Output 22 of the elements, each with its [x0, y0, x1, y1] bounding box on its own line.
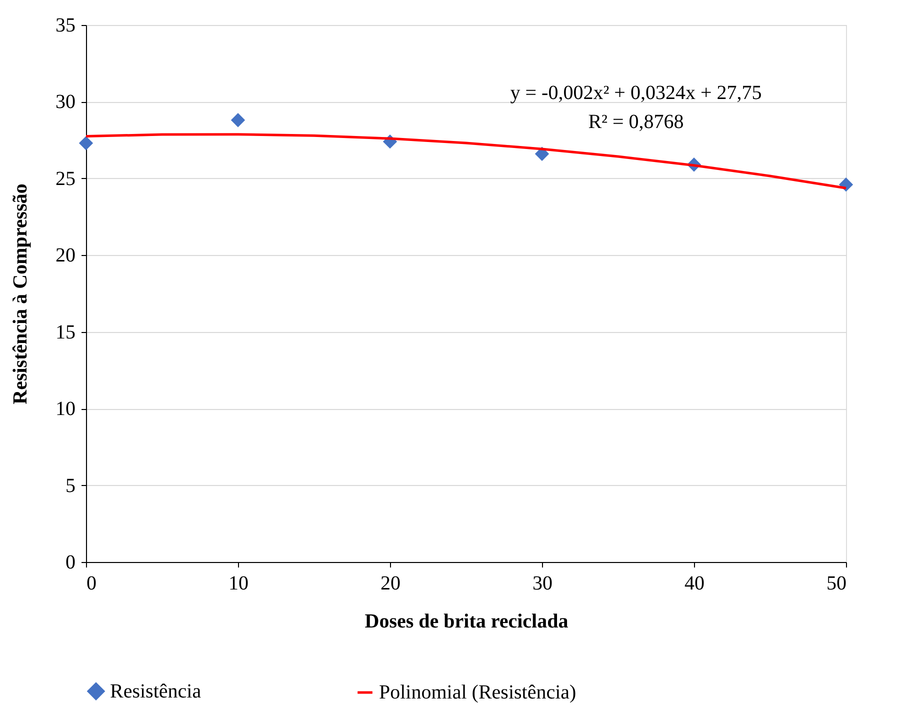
x-axis-title: Doses de brita reciclada: [364, 610, 568, 632]
x-tick-label: 0: [86, 572, 96, 594]
y-tick-label: 10: [56, 398, 76, 420]
x-tick-label: 40: [684, 572, 704, 594]
legend-label: Polinomial (Resistência): [379, 682, 576, 704]
y-tick-label: 15: [56, 321, 76, 344]
x-tick-label: 30: [532, 572, 552, 594]
y-tick-label: 35: [56, 14, 76, 36]
legend-label: Resistência: [110, 680, 202, 702]
y-tick-label: 25: [56, 168, 76, 190]
y-tick-label: 30: [56, 91, 76, 114]
y-axis-title: Resistência à Compressão: [10, 184, 32, 404]
x-tick-label: 10: [228, 572, 248, 594]
y-tick-label: 0: [66, 552, 76, 574]
y-tick-label: 20: [56, 244, 76, 267]
x-tick-label: 50: [826, 572, 846, 594]
annotation: y = -0,002x² + 0,0324x + 27,75: [510, 82, 762, 104]
point: [230, 113, 246, 128]
point: [78, 136, 94, 150]
x-tick-label: 20: [380, 572, 400, 594]
y-tick-label: 5: [66, 474, 76, 497]
annotation: R² = 0,8768: [588, 111, 684, 133]
